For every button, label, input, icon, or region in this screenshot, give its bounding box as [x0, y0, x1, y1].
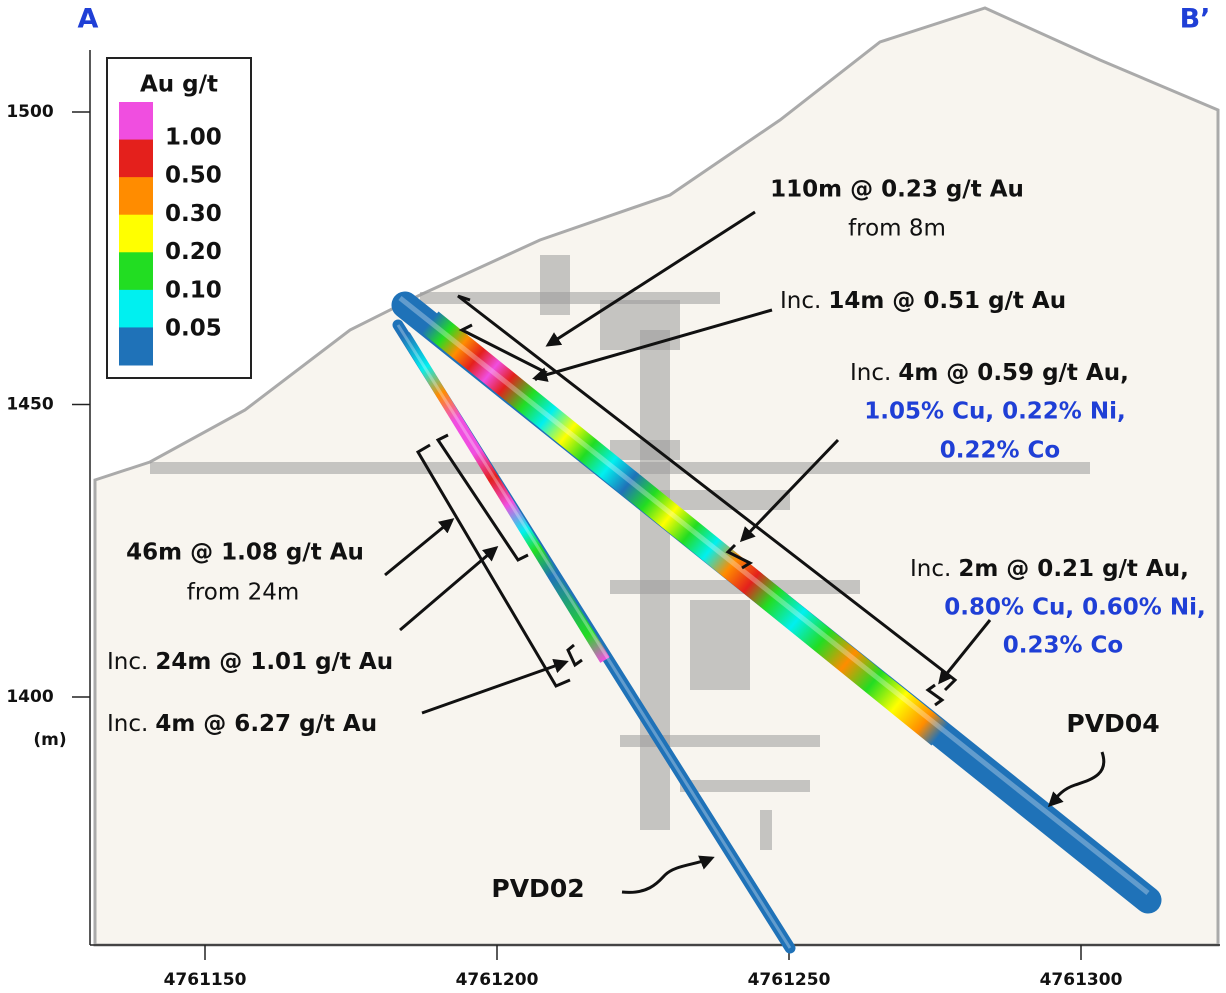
prefix: Inc. [850, 360, 891, 386]
section-end: B’ [1180, 4, 1211, 35]
x-tick-label: 4761150 [164, 970, 247, 990]
y-tick-label: 1500 [6, 102, 53, 122]
y-unit: (m) [33, 730, 66, 750]
legend-label: 0.20 [165, 239, 222, 265]
legend-swatch [119, 252, 153, 291]
annotation-line: Inc. 14m @ 0.51 g/t Au [780, 288, 1066, 314]
arrows [384, 210, 1106, 894]
annotation-line: 0.22% Co [940, 438, 1060, 464]
intercept: 24m @ 1.01 g/t Au [155, 649, 393, 675]
x-tick-label: 4761250 [748, 970, 831, 990]
prefix: Inc. [910, 556, 951, 582]
workings [150, 255, 1090, 850]
hole-label: PVD04 [1066, 709, 1159, 738]
x-tick-label: 4761200 [456, 970, 539, 990]
intercept: 2m @ 0.21 g/t Au, [958, 556, 1189, 582]
annotation-line: Inc. 2m @ 0.21 g/t Au, [910, 556, 1189, 582]
annotation: Inc. 24m @ 1.01 g/t Au [107, 649, 393, 675]
legend-label: 0.50 [165, 163, 222, 189]
y-tick-label: 1400 [6, 687, 53, 707]
annotation-line: 46m @ 1.08 g/t Au [126, 540, 364, 566]
annotation-line: 0.80% Cu, 0.60% Ni, [944, 595, 1205, 621]
prefix: Inc. [780, 288, 821, 314]
drill-hole-pvd02 [392, 319, 796, 954]
annotation-line: Inc. 4m @ 6.27 g/t Au [107, 711, 377, 737]
legend-swatch [119, 289, 153, 328]
annotation: Inc. 4m @ 6.27 g/t Au [107, 711, 377, 737]
annotation-line: 110m @ 0.23 g/t Au [770, 177, 1024, 203]
legend-swatch [119, 327, 153, 366]
legend-label: 1.00 [165, 125, 222, 151]
prefix: Inc. [107, 711, 148, 737]
annotation: Inc. 14m @ 0.51 g/t Au [780, 288, 1066, 314]
annotation-line: 1.05% Cu, 0.22% Ni, [864, 399, 1125, 425]
intercept: 14m @ 0.51 g/t Au [828, 288, 1066, 314]
annotation-line: 0.23% Co [1003, 633, 1123, 659]
legend-swatch [119, 102, 153, 141]
legend-label: 0.30 [165, 201, 222, 227]
annotation-line: from 8m [848, 216, 946, 242]
legend-swatch [119, 214, 153, 253]
annotation: 110m @ 0.23 g/t Au from 8m [770, 177, 1024, 242]
intercept: 4m @ 6.27 g/t Au [155, 711, 377, 737]
drill-hole-pvd04 [391, 291, 1162, 914]
legend-title: Au g/t [140, 72, 218, 98]
annotation-line: Inc. 24m @ 1.01 g/t Au [107, 649, 393, 675]
annotation-line: Inc. 4m @ 0.59 g/t Au, [850, 360, 1129, 386]
legend-label: 0.10 [165, 277, 222, 303]
intercept: 4m @ 0.59 g/t Au, [898, 360, 1129, 386]
annotation-line: from 24m [187, 580, 300, 606]
annotation: Inc. 4m @ 0.59 g/t Au, 1.05% Cu, 0.22% Ni… [850, 360, 1129, 464]
x-tick-label: 4761300 [1040, 970, 1123, 990]
hole-label: PVD02 [491, 874, 584, 903]
annotation: Inc. 2m @ 0.21 g/t Au, 0.80% Cu, 0.60% Ni… [910, 556, 1206, 659]
prefix: Inc. [107, 649, 148, 675]
annotation: 46m @ 1.08 g/t Au from 24m [126, 540, 364, 606]
legend-swatch [119, 139, 153, 178]
y-tick-label: 1450 [6, 395, 53, 415]
legend-label: 0.05 [165, 316, 222, 342]
section-start: A [78, 4, 99, 35]
legend-swatch [119, 177, 153, 216]
